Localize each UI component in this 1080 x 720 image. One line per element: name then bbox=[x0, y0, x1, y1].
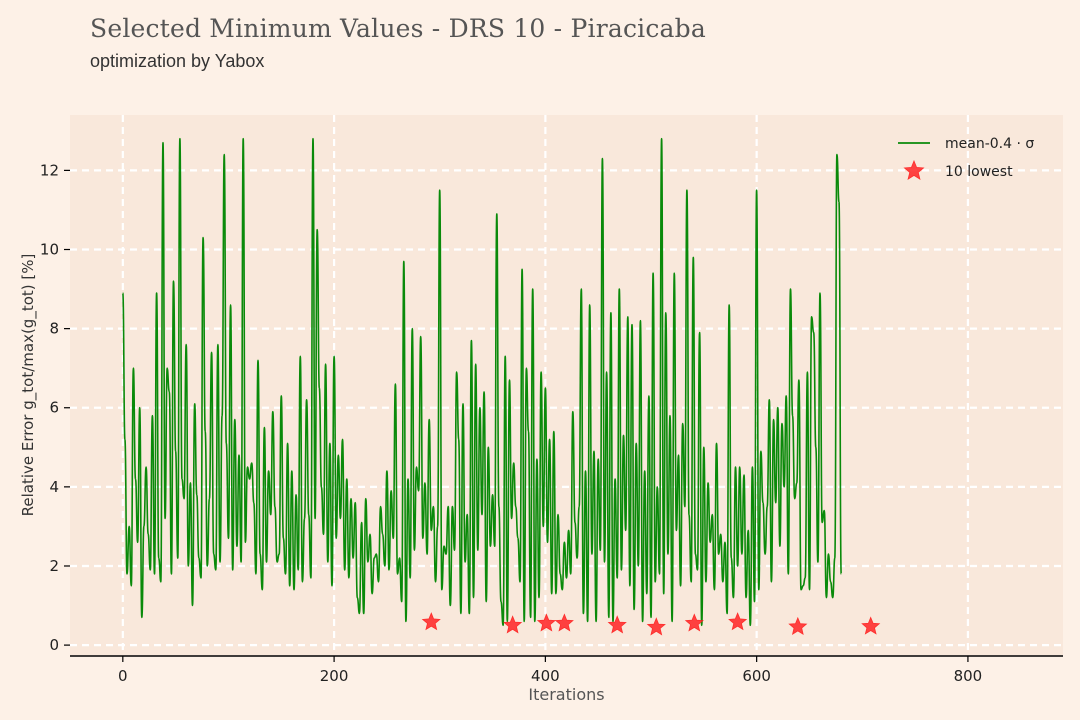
lowest-point-marker bbox=[421, 612, 441, 631]
y-tick-label: 6 bbox=[49, 399, 59, 417]
y-tick-label: 10 bbox=[40, 241, 59, 259]
x-tick-label: 200 bbox=[320, 667, 349, 685]
y-tick-label: 8 bbox=[49, 320, 59, 338]
lowest-point-marker bbox=[503, 615, 523, 634]
lowest-point-marker bbox=[554, 613, 574, 632]
y-tick-label: 4 bbox=[49, 478, 59, 496]
y-tick-label: 12 bbox=[40, 161, 59, 179]
lowest-point-marker bbox=[536, 613, 557, 632]
lowest-point-marker bbox=[607, 615, 627, 634]
y-tick-label: 2 bbox=[49, 557, 59, 575]
lowest-point-marker bbox=[788, 616, 808, 636]
chart-subtitle: optimization by Yabox bbox=[90, 51, 265, 71]
x-axis-label: Iterations bbox=[528, 685, 604, 704]
lowest-point-marker bbox=[861, 616, 881, 635]
lowest-point-marker bbox=[728, 612, 748, 631]
legend-star-swatch bbox=[903, 159, 925, 180]
legend-label-mean: mean-0.4 · σ bbox=[945, 136, 1034, 152]
y-tick-label: 0 bbox=[49, 636, 59, 654]
x-tick-label: 0 bbox=[118, 667, 128, 685]
x-tick-label: 400 bbox=[531, 667, 560, 685]
legend-label-lowest: 10 lowest bbox=[945, 164, 1013, 180]
y-axis-label: Relative Error g_tot/max(g_tot) [%] bbox=[19, 254, 38, 517]
chart-title: Selected Minimum Values - DRS 10 - Pirac… bbox=[90, 14, 706, 43]
lowest-point-marker bbox=[646, 617, 666, 636]
series-line-mean bbox=[122, 137, 842, 627]
x-tick-label: 600 bbox=[742, 667, 771, 685]
lowest-point-marker bbox=[684, 613, 704, 632]
x-tick-label: 800 bbox=[954, 667, 983, 685]
